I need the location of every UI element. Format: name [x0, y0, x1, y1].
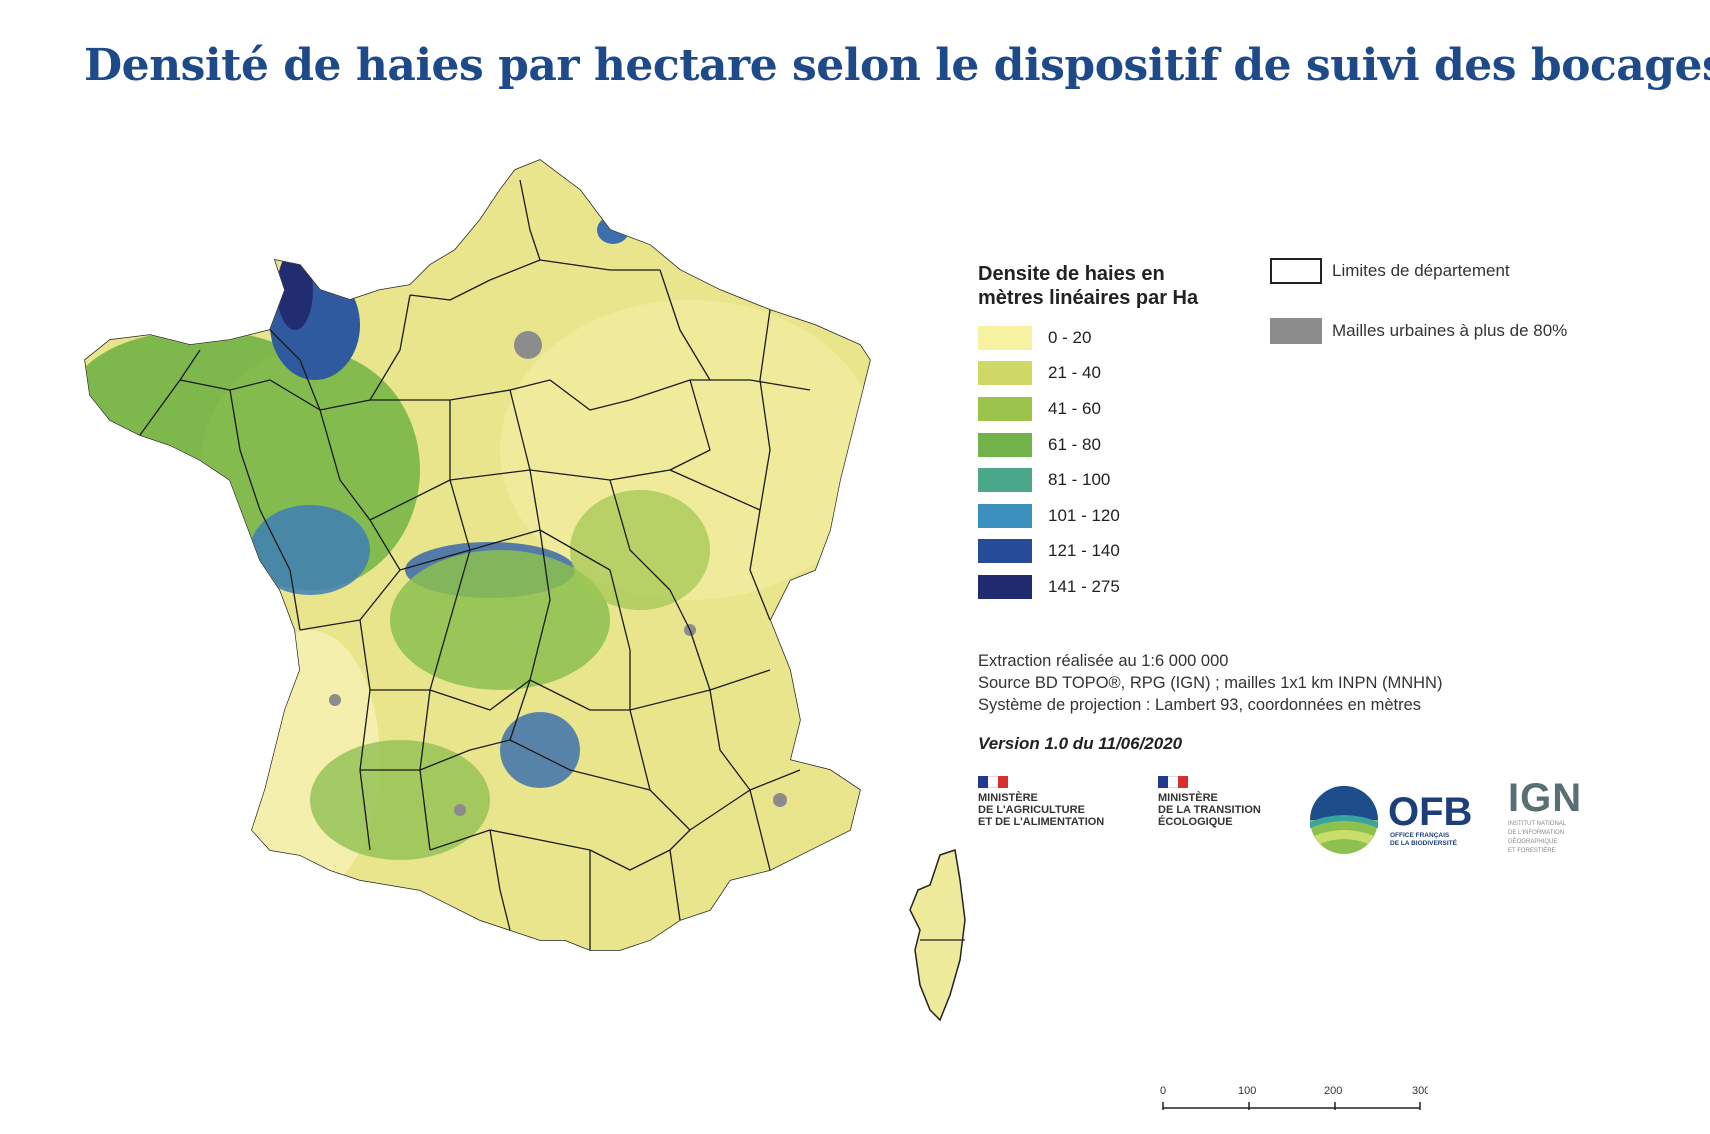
scale-line: [1162, 1102, 1421, 1110]
legend-item: 21 - 40: [978, 356, 1278, 392]
french-flag-icon: [1158, 776, 1188, 788]
legend-item: 121 - 140: [978, 534, 1278, 570]
legend-item: 61 - 80: [978, 427, 1278, 463]
legend-title: Densite de haies en mètres linéaires par…: [978, 262, 1278, 310]
legend-item-urban: Mailles urbaines à plus de 80%: [1270, 318, 1567, 344]
ofb-emblem-icon: [1310, 786, 1378, 854]
ign-name: IGN: [1508, 776, 1583, 820]
logos: Ministère de l'Agriculture et de l'Alime…: [978, 776, 1598, 876]
legend-label: 81 - 100: [1048, 470, 1111, 490]
zone-blue-north: [597, 216, 629, 244]
corsica-fill: [909, 849, 966, 1022]
ministry-agri-line3: et de l'Alimentation: [978, 816, 1105, 828]
aux-legend: Limites de département Mailles urbaines …: [1270, 258, 1567, 378]
legend-label: 41 - 60: [1048, 398, 1101, 418]
legend-swatch: [978, 432, 1032, 457]
legend-title-line1: Densite de haies en: [978, 263, 1165, 285]
legend-label: 61 - 80: [1048, 434, 1101, 454]
note-extraction: Extraction réalisée au 1:6 000 000: [978, 652, 1229, 670]
legend-label: 101 - 120: [1048, 505, 1120, 525]
ofb-sub2: DE LA BIODIVERSITÉ: [1390, 840, 1457, 847]
ign-sub3: GÉOGRAPHIQUE: [1508, 839, 1558, 845]
corsica: [909, 849, 966, 1022]
scale-label-0: 0: [1160, 1085, 1166, 1097]
version-label: Version 1.0 du 11/06/2020: [978, 734, 1183, 753]
legend-label: 0 - 20: [1048, 327, 1092, 347]
urban-paris: [514, 331, 542, 359]
legend-item: 41 - 60: [978, 391, 1278, 427]
density-zones: [85, 160, 870, 950]
legend-title-line2: mètres linéaires par Ha: [978, 287, 1199, 309]
legend-label: 141 - 275: [1048, 576, 1120, 596]
legend-item: 81 - 100: [978, 462, 1278, 498]
ofb-name: OFB: [1388, 790, 1473, 834]
boundary-label: Limites de département: [1332, 261, 1510, 280]
ministry-eco-line1: Ministère: [1158, 792, 1218, 804]
legend-swatch: [978, 574, 1032, 599]
zone-green-limousin: [390, 550, 610, 690]
map-notes: Extraction réalisée au 1:6 000 000 Sourc…: [978, 650, 1442, 716]
ministry-ecology-logo: Ministère de la Transition Écologique: [1158, 776, 1261, 828]
ministry-eco-line3: Écologique: [1158, 816, 1233, 828]
zone-blue-massif: [500, 712, 580, 788]
note-source: Source BD TOPO®, RPG (IGN) ; mailles 1x1…: [978, 674, 1443, 692]
department-boundaries: [139, 179, 811, 950]
legend-swatch: [978, 503, 1032, 528]
scale-label-300: 300 Kilomètres: [1412, 1085, 1428, 1097]
boundary-swatch: [1270, 258, 1322, 284]
zone-green-west: [200, 350, 420, 590]
legend-swatch: [978, 361, 1032, 386]
scale-bar-graphic: 0 100 200 300 Kilomètres: [1160, 1085, 1486, 1110]
note-projection: Système de projection : Lambert 93, coor…: [978, 696, 1421, 714]
scale-bar: 0 100 200 300 Kilomètres: [1158, 1082, 1486, 1118]
mainland-france: [84, 159, 871, 951]
ofb-logo: OFB OFFICE FRANÇAIS DE LA BIODIVERSITÉ: [1308, 784, 1472, 856]
ign-sub1: INSTITUT NATIONAL: [1508, 821, 1567, 827]
ministry-agri-line2: de l'Agriculture: [978, 804, 1085, 816]
ign-logo: IGN INSTITUT NATIONAL DE L'INFORMATION G…: [1508, 776, 1582, 856]
urban-marseille: [773, 793, 787, 807]
legend-swatch: [978, 396, 1032, 421]
map-area: [70, 150, 970, 1110]
map-title: Densité de haies par hectare selon le di…: [84, 40, 1710, 91]
zone-green-burgundy: [570, 490, 710, 610]
zone-blue-vendee: [250, 505, 370, 595]
ign-sub2: DE L'INFORMATION: [1508, 830, 1565, 836]
ign-sub4: ET FORESTIÈRE: [1508, 848, 1556, 854]
urban-toulouse: [454, 804, 466, 816]
scale-label-200: 200: [1324, 1085, 1342, 1097]
ministry-agriculture-logo: Ministère de l'Agriculture et de l'Alime…: [978, 776, 1104, 828]
legend-swatch: [978, 539, 1032, 564]
ministry-eco-line2: de la Transition: [1158, 804, 1261, 816]
urban-swatch: [1270, 318, 1322, 344]
ofb-sub1: OFFICE FRANÇAIS: [1390, 832, 1450, 839]
legend-item: 101 - 120: [978, 498, 1278, 534]
legend-item: 141 - 275: [978, 569, 1278, 605]
zone-green-southwest: [310, 740, 490, 860]
legend-swatch: [978, 468, 1032, 493]
urban-bordeaux: [329, 694, 341, 706]
legend-item: 0 - 20: [978, 320, 1278, 356]
legend-swatch: [978, 325, 1032, 350]
legend-items: 0 - 20 21 - 40 41 - 60 61 - 80 81 - 100 101 -…: [978, 320, 1278, 605]
density-legend: Densite de haies en mètres linéaires par…: [978, 262, 1278, 605]
french-flag-icon: [978, 776, 1008, 788]
ministry-agri-line1: Ministère: [978, 792, 1038, 804]
urban-label: Mailles urbaines à plus de 80%: [1332, 321, 1568, 340]
legend-label: 21 - 40: [1048, 363, 1101, 383]
legend-label: 121 - 140: [1048, 541, 1120, 561]
legend-item-boundaries: Limites de département: [1270, 258, 1567, 284]
france-map: [84, 159, 966, 1022]
scale-label-100: 100: [1238, 1085, 1256, 1097]
zone-darkblue-cotentin: [277, 250, 313, 330]
